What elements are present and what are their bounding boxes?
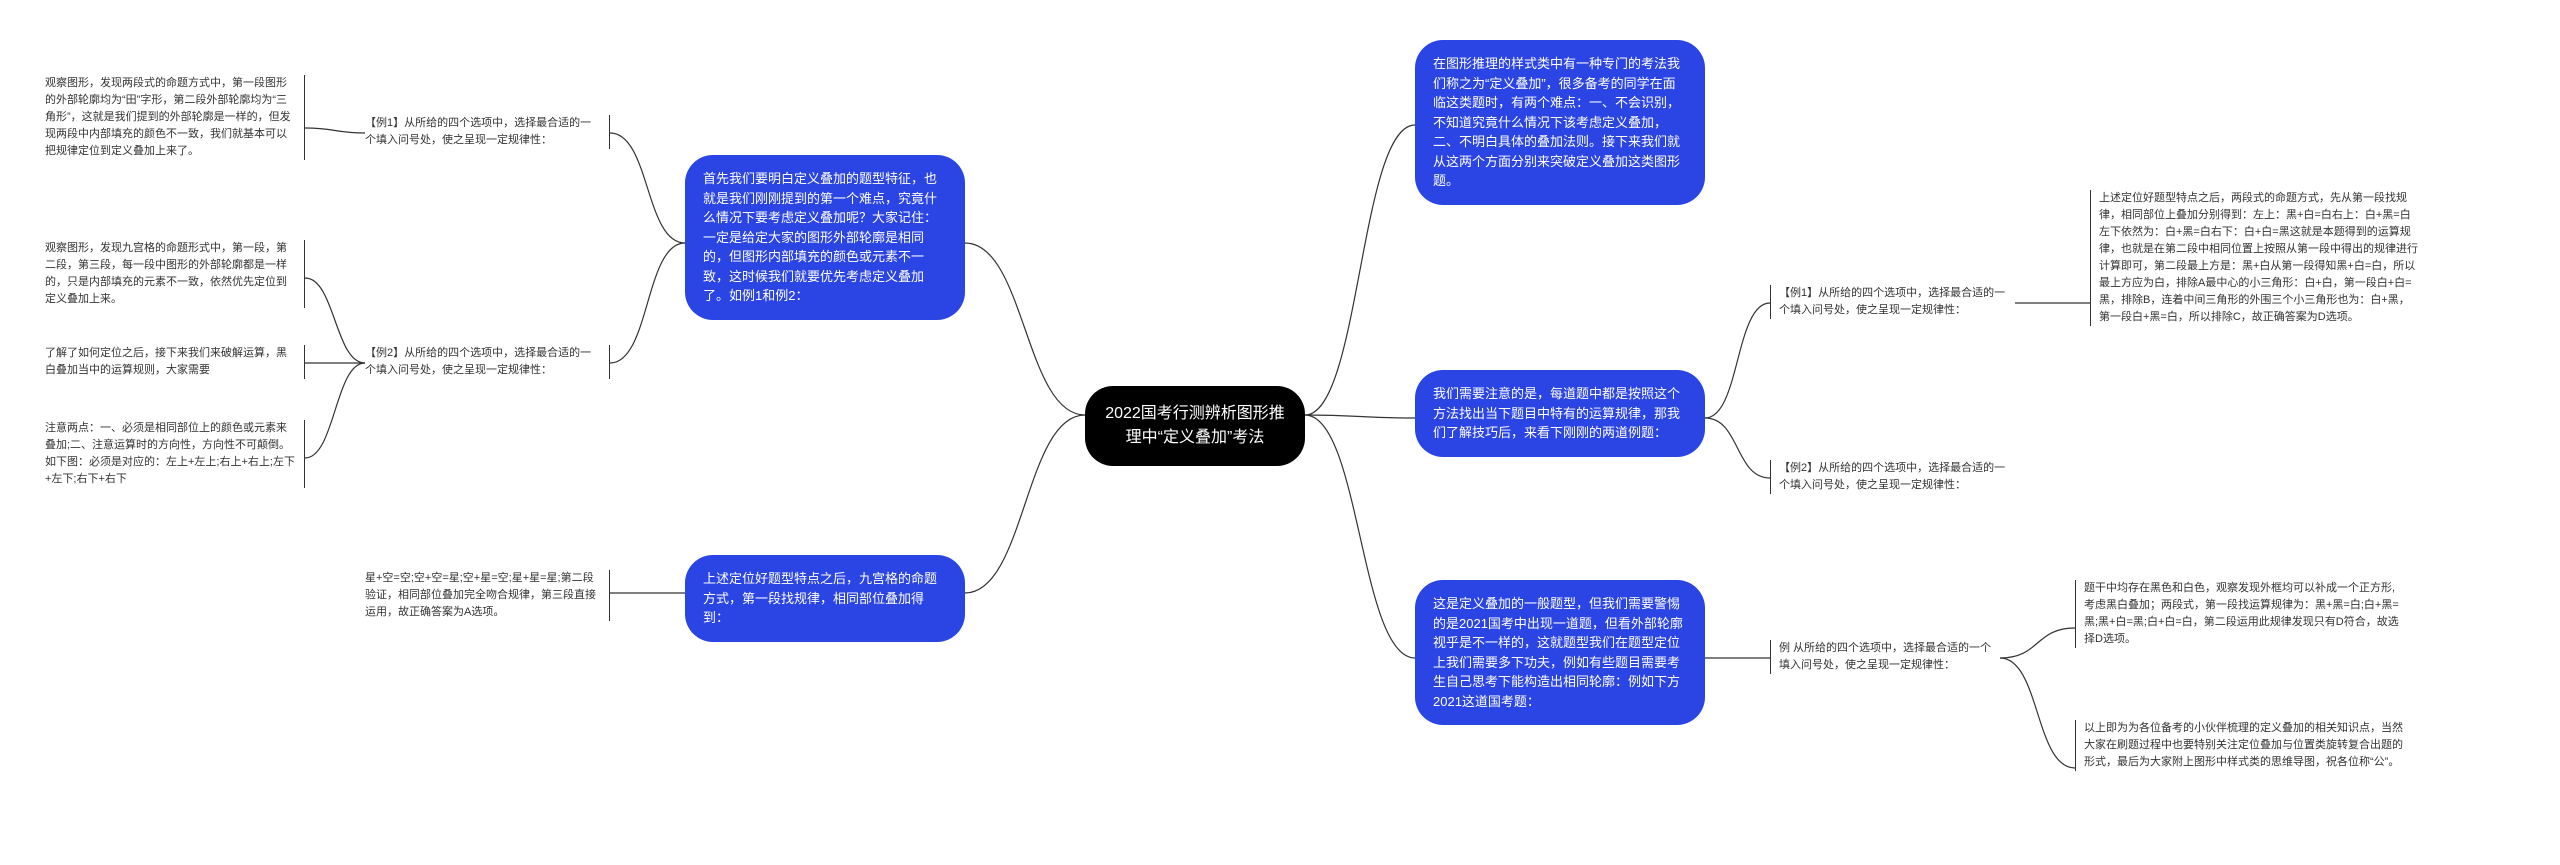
branch-r1: 在图形推理的样式类中有一种专门的考法我们称之为“定义叠加”，很多备考的同学在面临…	[1415, 40, 1705, 205]
leaf-l1b3: 注意两点：一、必须是相同部位上的颜色或元素来叠加;二、注意运算时的方向性，方向性…	[45, 420, 305, 488]
branch-l1: 首先我们要明白定义叠加的题型特征，也就是我们刚刚提到的第一个难点，究竟什么情况下…	[685, 155, 965, 320]
center-label: 2022国考行测辨析图形推理中“定义叠加”考法	[1105, 405, 1285, 446]
leaf-l1b2: 了解了如何定位之后，接下来我们来破解运算，黑白叠加当中的运算规则，大家需要	[45, 345, 305, 379]
leaf-r3a: 例 从所给的四个选项中，选择最合适的一个填入问号处，使之呈现一定规律性：	[1770, 640, 2000, 674]
leaf-r2b-text: 【例2】从所给的四个选项中，选择最合适的一个填入问号处，使之呈现一定规律性：	[1779, 462, 2005, 491]
leaf-r2a: 【例1】从所给的四个选项中，选择最合适的一个填入问号处，使之呈现一定规律性：	[1770, 285, 2015, 319]
branch-r3-text: 这是定义叠加的一般题型，但我们需要警惕的是2021国考中出现一道题，但看外部轮廓…	[1433, 596, 1683, 709]
branch-l2: 上述定位好题型特点之后，九宫格的命题方式，第一段找规律，相同部位叠加得到：	[685, 555, 965, 642]
leaf-l1a: 【例1】从所给的四个选项中，选择最合适的一个填入问号处，使之呈现一定规律性：	[365, 115, 610, 149]
leaf-r3a2-text: 以上即为为各位备考的小伙伴梳理的定义叠加的相关知识点，当然大家在刷题过程中也要特…	[2084, 722, 2403, 768]
leaf-r3a1-text: 题干中均存在黑色和白色，观察发现外框均可以补成一个正方形,考虑黑白叠加；两段式，…	[2084, 582, 2399, 645]
leaf-l1b: 【例2】从所给的四个选项中，选择最合适的一个填入问号处，使之呈现一定规律性：	[365, 345, 610, 379]
branch-l1-text: 首先我们要明白定义叠加的题型特征，也就是我们刚刚提到的第一个难点，究竟什么情况下…	[703, 171, 937, 303]
leaf-r2b: 【例2】从所给的四个选项中，选择最合适的一个填入问号处，使之呈现一定规律性：	[1770, 460, 2015, 494]
center-node: 2022国考行测辨析图形推理中“定义叠加”考法	[1085, 386, 1305, 466]
leaf-l1b1-text: 观察图形，发现九宫格的命题形式中，第一段，第二段，第三段，每一段中图形的外部轮廓…	[45, 242, 287, 305]
leaf-l1b2-text: 了解了如何定位之后，接下来我们来破解运算，黑白叠加当中的运算规则，大家需要	[45, 347, 287, 376]
leaf-r3a1: 题干中均存在黑色和白色，观察发现外框均可以补成一个正方形,考虑黑白叠加；两段式，…	[2075, 580, 2405, 648]
leaf-l2a: 星+空=空;空+空=星;空+星=空;星+星=星;第二段验证，相同部位叠加完全吻合…	[365, 570, 610, 621]
leaf-l1b3-text: 注意两点：一、必须是相同部位上的颜色或元素来叠加;二、注意运算时的方向性，方向性…	[45, 422, 295, 485]
leaf-r2a1-text: 上述定位好题型特点之后，两段式的命题方式，先从第一段找规律，相同部位上叠加分别得…	[2099, 192, 2418, 323]
leaf-l1a1: 观察图形，发现两段式的命题方式中，第一段图形的外部轮廓均为“田”字形，第二段外部…	[45, 75, 305, 160]
leaf-r2a-text: 【例1】从所给的四个选项中，选择最合适的一个填入问号处，使之呈现一定规律性：	[1779, 287, 2005, 316]
branch-r3: 这是定义叠加的一般题型，但我们需要警惕的是2021国考中出现一道题，但看外部轮廓…	[1415, 580, 1705, 725]
leaf-r3a-text: 例 从所给的四个选项中，选择最合适的一个填入问号处，使之呈现一定规律性：	[1779, 642, 1991, 671]
branch-l2-text: 上述定位好题型特点之后，九宫格的命题方式，第一段找规律，相同部位叠加得到：	[703, 571, 937, 625]
branch-r2-text: 我们需要注意的是，每道题中都是按照这个方法找出当下题目中特有的运算规律，那我们了…	[1433, 386, 1680, 440]
leaf-l1a1-text: 观察图形，发现两段式的命题方式中，第一段图形的外部轮廓均为“田”字形，第二段外部…	[45, 77, 291, 157]
leaf-l2a-text: 星+空=空;空+空=星;空+星=空;星+星=星;第二段验证，相同部位叠加完全吻合…	[365, 572, 596, 618]
branch-r1-text: 在图形推理的样式类中有一种专门的考法我们称之为“定义叠加”，很多备考的同学在面临…	[1433, 56, 1680, 188]
leaf-l1b-text: 【例2】从所给的四个选项中，选择最合适的一个填入问号处，使之呈现一定规律性：	[365, 347, 591, 376]
leaf-l1a-text: 【例1】从所给的四个选项中，选择最合适的一个填入问号处，使之呈现一定规律性：	[365, 117, 591, 146]
leaf-r3a2: 以上即为为各位备考的小伙伴梳理的定义叠加的相关知识点，当然大家在刷题过程中也要特…	[2075, 720, 2405, 771]
branch-r2: 我们需要注意的是，每道题中都是按照这个方法找出当下题目中特有的运算规律，那我们了…	[1415, 370, 1705, 457]
leaf-l1b1: 观察图形，发现九宫格的命题形式中，第一段，第二段，第三段，每一段中图形的外部轮廓…	[45, 240, 305, 308]
leaf-r2a1: 上述定位好题型特点之后，两段式的命题方式，先从第一段找规律，相同部位上叠加分别得…	[2090, 190, 2420, 326]
